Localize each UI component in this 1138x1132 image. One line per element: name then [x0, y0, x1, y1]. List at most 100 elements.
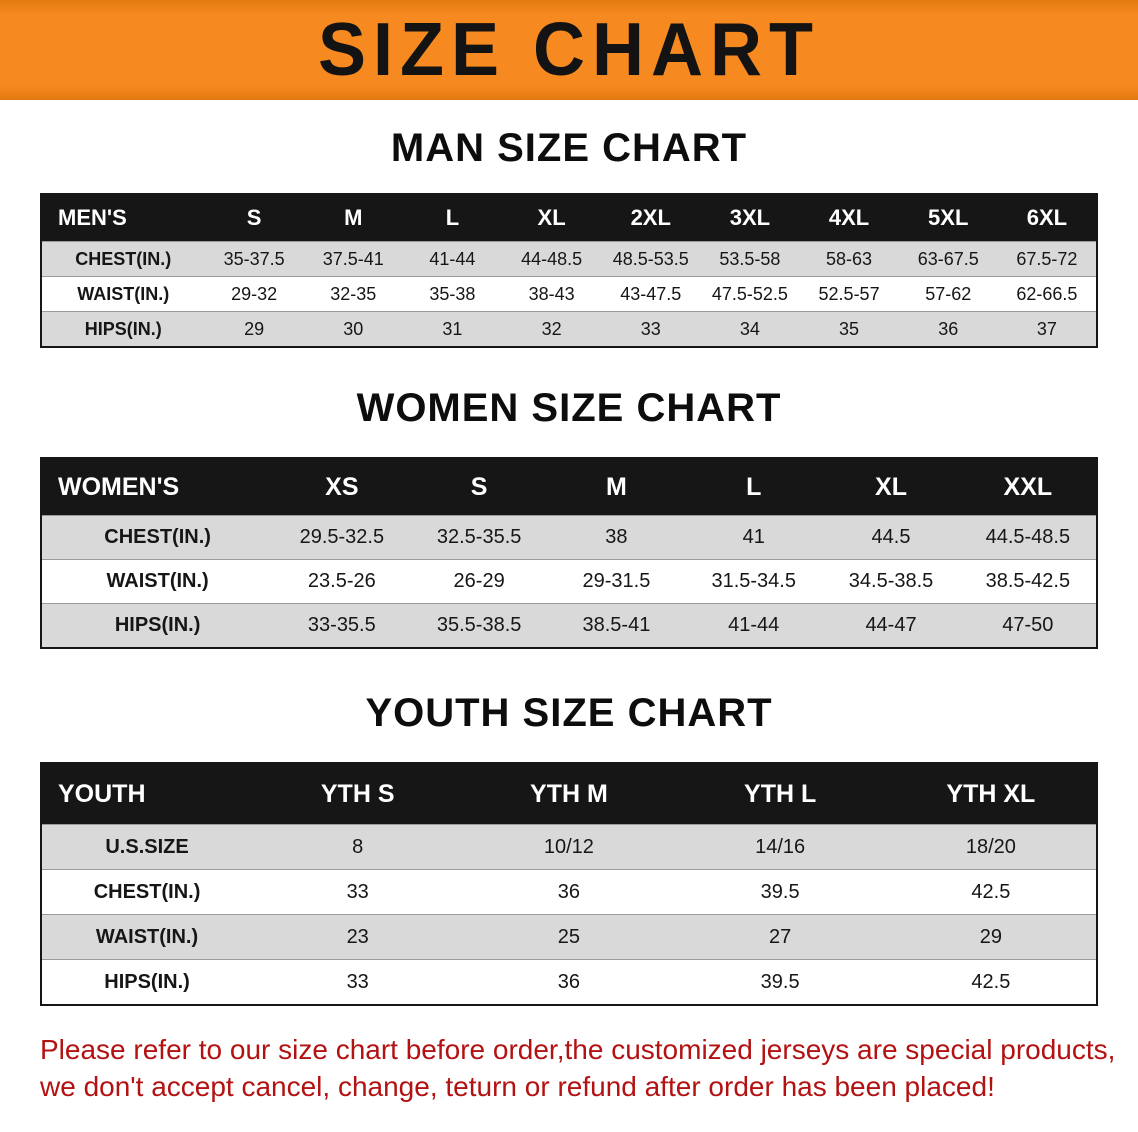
measurement-value-cell: 35-37.5	[204, 241, 304, 277]
measurement-value-cell: 14/16	[674, 824, 886, 870]
men-table-head: MEN'S S M L XL 2XL 3XL 4XL 5XL 6XL	[41, 194, 1097, 242]
table-row: HIPS(IN.) 29 30 31 32 33 34 35 36 37	[41, 311, 1097, 347]
header-row: YOUTH YTH S YTH M YTH L YTH XL	[41, 763, 1097, 825]
size-header-cell: 2XL	[601, 194, 701, 242]
size-header-cell: XL	[822, 458, 960, 516]
measurement-value-cell: 35-38	[402, 276, 503, 312]
measurement-value-cell: 38	[547, 515, 686, 560]
youth-table-body: U.S.SIZE 8 10/12 14/16 18/20 CHEST(IN.) 33 36 39…	[41, 824, 1097, 1005]
measurement-value-cell: 41	[685, 515, 823, 560]
measurement-value-cell: 29	[885, 914, 1097, 960]
youth-table-head: YOUTH YTH S YTH M YTH L YTH XL	[41, 763, 1097, 825]
size-header-cell: YTH L	[674, 763, 886, 825]
measurement-value-cell: 33	[601, 311, 701, 347]
measurement-value-cell: 63-67.5	[898, 241, 998, 277]
measurement-value-cell: 8	[252, 824, 464, 870]
men-size-section: MAN SIZE CHART MEN'S S M L XL 2XL 3XL 4XL 5XL 6XL…	[0, 126, 1138, 348]
row-label-cell: CHEST(IN.)	[41, 241, 205, 277]
size-header-cell: 5XL	[898, 194, 998, 242]
row-label-cell: WAIST(IN.)	[41, 914, 253, 960]
measurement-value-cell: 44-47	[822, 603, 960, 648]
size-header-cell: S	[204, 194, 304, 242]
measurement-value-cell: 37	[997, 311, 1097, 347]
size-header-cell: M	[303, 194, 403, 242]
size-header-cell: S	[410, 458, 548, 516]
measurement-value-cell: 36	[463, 869, 675, 915]
youth-size-table: YOUTH YTH S YTH M YTH L YTH XL U.S.SIZE 8 10/1…	[40, 762, 1098, 1006]
measurement-value-cell: 33-35.5	[273, 603, 411, 648]
measurement-value-cell: 10/12	[463, 824, 675, 870]
measurement-value-cell: 53.5-58	[700, 241, 800, 277]
header-row: MEN'S S M L XL 2XL 3XL 4XL 5XL 6XL	[41, 194, 1097, 242]
measurement-value-cell: 31	[402, 311, 503, 347]
men-size-table: MEN'S S M L XL 2XL 3XL 4XL 5XL 6XL CHEST(IN.) 35-3…	[40, 193, 1098, 348]
measurement-value-cell: 34	[700, 311, 800, 347]
banner-title: SIZE CHART	[318, 8, 820, 93]
table-title-cell: YOUTH	[41, 763, 253, 825]
measurement-value-cell: 38.5-42.5	[959, 559, 1097, 604]
header-row: WOMEN'S XS S M L XL XXL	[41, 458, 1097, 516]
measurement-value-cell: 23.5-26	[273, 559, 411, 604]
measurement-value-cell: 47-50	[959, 603, 1097, 648]
measurement-value-cell: 32-35	[303, 276, 403, 312]
table-row: U.S.SIZE 8 10/12 14/16 18/20	[41, 824, 1097, 870]
order-notice-line-2: we don't accept cancel, change, teturn o…	[40, 1070, 995, 1102]
men-section-heading: MAN SIZE CHART	[390, 126, 748, 170]
size-header-cell: XXL	[959, 458, 1097, 516]
youth-section-heading: YOUTH SIZE CHART	[365, 691, 773, 735]
measurement-value-cell: 29-32	[204, 276, 304, 312]
women-size-table: WOMEN'S XS S M L XL XXL CHEST(IN.) 29.5-32.5 32.…	[40, 457, 1098, 649]
table-row: CHEST(IN.) 35-37.5 37.5-41 41-44 44-48.5 48.5…	[41, 241, 1097, 277]
measurement-value-cell: 30	[303, 311, 403, 347]
row-label-cell: HIPS(IN.)	[41, 603, 274, 648]
row-label-cell: WAIST(IN.)	[41, 276, 205, 312]
women-table-head: WOMEN'S XS S M L XL XXL	[41, 458, 1097, 516]
table-row: HIPS(IN.) 33-35.5 35.5-38.5 38.5-41 41-44 44-…	[41, 603, 1097, 648]
size-header-cell: L	[402, 194, 503, 242]
measurement-value-cell: 42.5	[885, 959, 1097, 1005]
size-header-cell: YTH XL	[885, 763, 1097, 825]
row-label-cell: U.S.SIZE	[41, 824, 253, 870]
measurement-value-cell: 36	[898, 311, 998, 347]
measurement-value-cell: 39.5	[674, 869, 886, 915]
table-row: WAIST(IN.) 23 25 27 29	[41, 914, 1097, 960]
measurement-value-cell: 47.5-52.5	[700, 276, 800, 312]
table-title-cell: WOMEN'S	[41, 458, 274, 516]
size-header-cell: 4XL	[799, 194, 899, 242]
order-notice: Please refer to our size chart before or…	[40, 1032, 1138, 1106]
measurement-value-cell: 33	[252, 869, 464, 915]
measurement-value-cell: 38-43	[502, 276, 602, 312]
row-label-cell: HIPS(IN.)	[41, 959, 253, 1005]
table-row: WAIST(IN.) 29-32 32-35 35-38 38-43 43-47.5 47.…	[41, 276, 1097, 312]
measurement-value-cell: 41-44	[402, 241, 503, 277]
measurement-value-cell: 18/20	[885, 824, 1097, 870]
measurement-value-cell: 48.5-53.5	[601, 241, 701, 277]
size-chart-banner: SIZE CHART	[0, 0, 1138, 100]
measurement-value-cell: 39.5	[674, 959, 886, 1005]
measurement-value-cell: 62-66.5	[997, 276, 1097, 312]
size-header-cell: YTH M	[463, 763, 675, 825]
women-table-body: CHEST(IN.) 29.5-32.5 32.5-35.5 38 41 44.5 44.5…	[41, 515, 1097, 648]
measurement-value-cell: 43-47.5	[601, 276, 701, 312]
table-row: HIPS(IN.) 33 36 39.5 42.5	[41, 959, 1097, 1005]
measurement-value-cell: 67.5-72	[997, 241, 1097, 277]
women-section-heading: WOMEN SIZE CHART	[356, 386, 782, 430]
table-row: CHEST(IN.) 33 36 39.5 42.5	[41, 869, 1097, 915]
row-label-cell: CHEST(IN.)	[41, 869, 253, 915]
measurement-value-cell: 35	[799, 311, 899, 347]
size-header-cell: XL	[502, 194, 602, 242]
measurement-value-cell: 25	[463, 914, 675, 960]
measurement-value-cell: 32	[502, 311, 602, 347]
measurement-value-cell: 44-48.5	[502, 241, 602, 277]
size-header-cell: 3XL	[700, 194, 800, 242]
measurement-value-cell: 35.5-38.5	[410, 603, 548, 648]
measurement-value-cell: 23	[252, 914, 464, 960]
measurement-value-cell: 26-29	[410, 559, 548, 604]
size-header-cell: L	[685, 458, 823, 516]
size-header-cell: M	[547, 458, 686, 516]
measurement-value-cell: 41-44	[685, 603, 823, 648]
measurement-value-cell: 27	[674, 914, 886, 960]
measurement-value-cell: 44.5-48.5	[959, 515, 1097, 560]
row-label-cell: CHEST(IN.)	[41, 515, 274, 560]
